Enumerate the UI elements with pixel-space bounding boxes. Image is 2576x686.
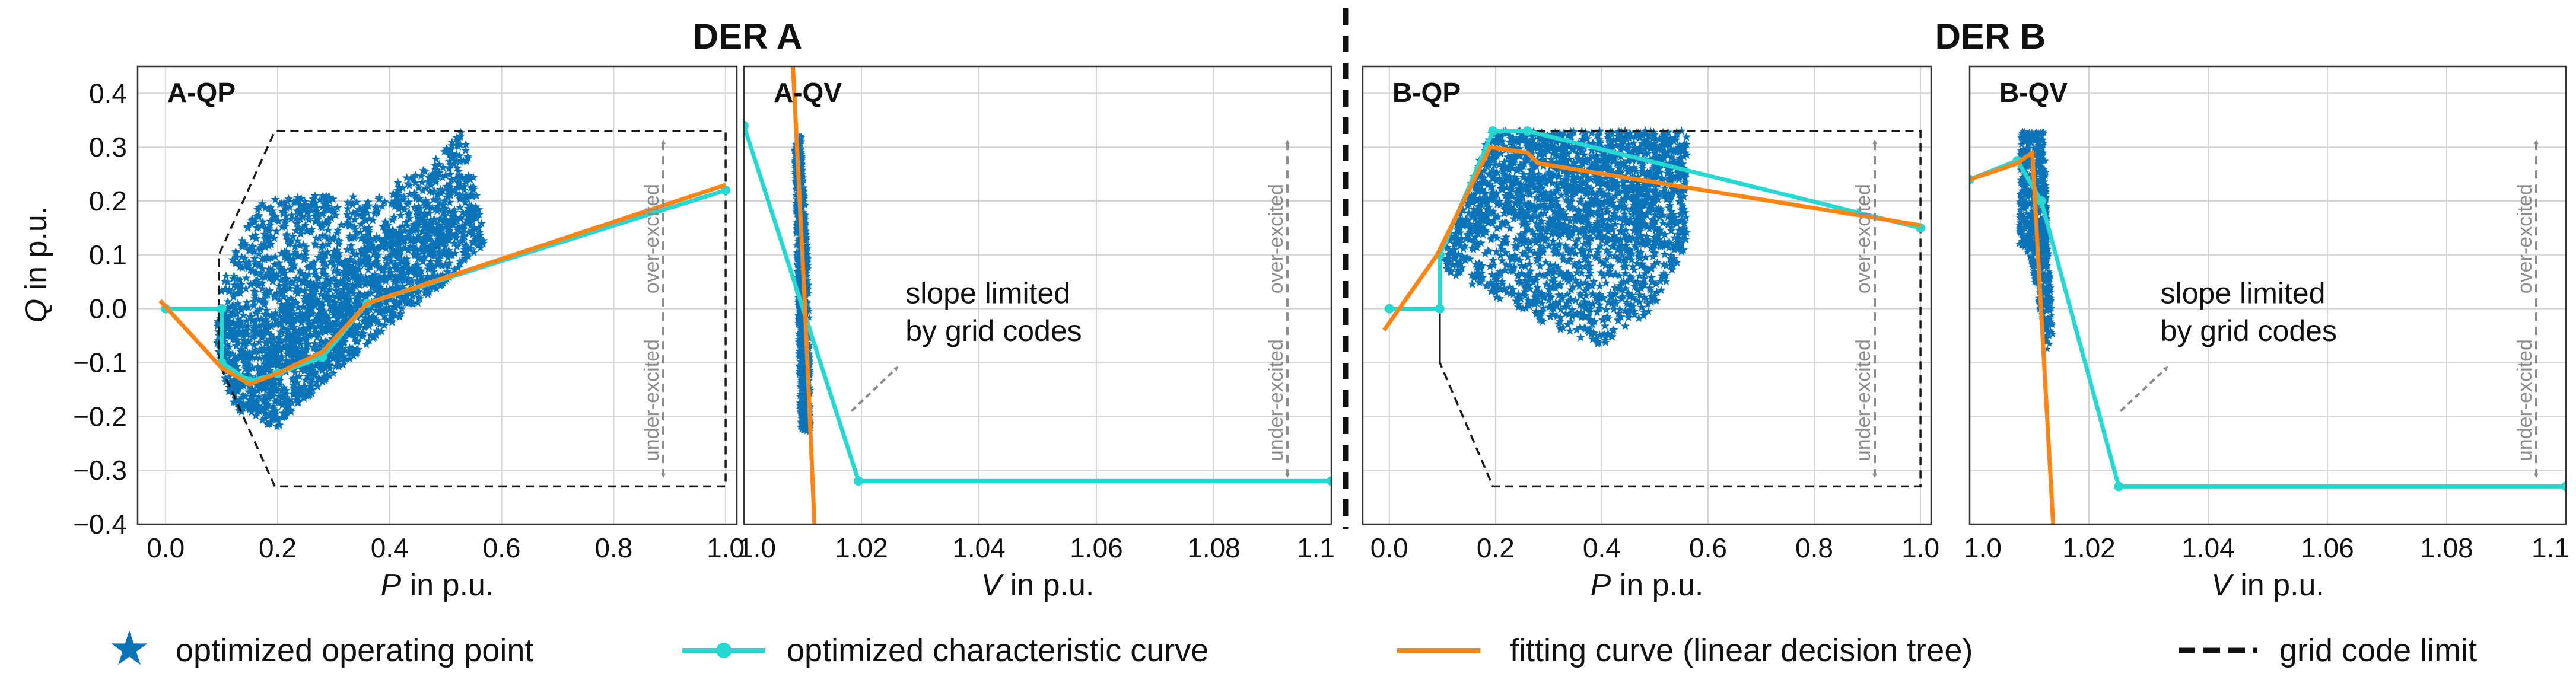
over-excited-label: over-excited: [1265, 184, 1287, 293]
x-tick-label: 1.0: [1901, 532, 1939, 563]
legend-curve-label: optimized characteristic curve: [787, 633, 1209, 668]
fitting-curve: [1382, 145, 1921, 332]
der-a-title: DER A: [693, 17, 802, 56]
scatter-operating-points: [212, 127, 488, 431]
axes-frame: [743, 65, 1332, 525]
y-tick-label: −0.4: [73, 509, 127, 540]
x-tick-label: 1.04: [2181, 532, 2235, 563]
x-tick-label: 0.0: [147, 532, 185, 563]
x-axis-title: P in p.u.: [381, 568, 494, 602]
x-tick-label: 1.08: [2420, 532, 2473, 563]
x-tick-label: 1.1: [2532, 532, 2569, 563]
panel-a-qp: over-excited under-excited A-QP 0.4 0.3 0.2 0.…: [73, 65, 745, 602]
fitting-curve: [791, 66, 817, 524]
over-excited-label: over-excited: [2514, 184, 2536, 293]
characteristic-curve-point: [854, 476, 864, 486]
plot-area: [1970, 127, 2566, 524]
y-tick-label: 0.3: [89, 132, 127, 162]
y-axis-title: Q in p.u.: [19, 206, 53, 323]
der-b-title: DER B: [1935, 17, 2046, 56]
slope-annotation-arrow: [850, 366, 899, 412]
y-tick-label: 0.2: [89, 186, 127, 216]
scatter-operating-points: [1438, 126, 1691, 348]
x-tick-label: 1.06: [1070, 532, 1123, 563]
legend-scatter-marker: ★: [108, 622, 151, 675]
x-tick-label: 1.0: [1964, 532, 2002, 563]
characteristic-curve-point: [2036, 196, 2046, 206]
legend-limit-label: grid code limit: [2279, 633, 2477, 668]
plot-area: [1382, 126, 1926, 488]
characteristic-curve-point: [1384, 304, 1394, 314]
panel-a-qv: over-excited under-excited slope limited by…: [738, 65, 1335, 602]
legend-scatter-label: optimized operating point: [176, 633, 533, 668]
axes-frame: [1362, 65, 1932, 525]
x-axis-title: V in p.u.: [981, 568, 1095, 602]
legend-fit-label: fitting curve (linear decision tree): [1510, 633, 1973, 668]
plot-area: [158, 127, 731, 488]
x-tick-label: 1.0: [738, 532, 776, 563]
x-tick-label: 0.0: [1370, 532, 1408, 563]
x-tick-label: 1.0: [707, 532, 745, 563]
legend: ★ optimized operating point optimized ch…: [108, 622, 2477, 675]
characteristic-curve-point: [1435, 304, 1445, 314]
over-excited-label: over-excited: [1852, 184, 1875, 293]
x-tick-label: 0.4: [371, 532, 409, 563]
x-tick-label: 1.02: [835, 532, 888, 563]
x-tick-label: 0.2: [1477, 532, 1515, 563]
x-tick-label: 0.8: [594, 532, 632, 563]
y-tick-label: 0.1: [89, 240, 127, 270]
characteristic-curve-point: [1522, 126, 1532, 136]
grid-code-limit: [218, 130, 727, 488]
x-axis-title: P in p.u.: [1591, 568, 1704, 602]
x-tick-label: 0.2: [259, 532, 297, 563]
x-tick-label: 1.04: [952, 532, 1006, 563]
panel-label: B-QV: [1999, 77, 2068, 108]
characteristic-curve-point: [721, 185, 731, 195]
x-tick-label: 1.08: [1187, 532, 1241, 563]
over-excited-label: over-excited: [641, 184, 663, 293]
y-tick-label: −0.2: [73, 401, 127, 432]
y-tick-label: 0.0: [89, 293, 127, 324]
x-tick-label: 1.1: [1297, 532, 1335, 563]
axes-frame: [1968, 65, 2567, 525]
under-excited-label: under-excited: [2514, 339, 2536, 461]
y-tick-label: −0.3: [73, 455, 127, 486]
axes-frame: [136, 65, 738, 525]
y-tick-label: −0.1: [73, 347, 127, 378]
panel-label: A-QV: [774, 77, 842, 108]
x-axis-title: V in p.u.: [2211, 568, 2324, 602]
panel-label: A-QP: [167, 77, 236, 108]
slope-annotation-line1: slope limited: [2161, 277, 2326, 310]
under-excited-label: under-excited: [1265, 339, 1287, 461]
legend-curve-marker: [716, 643, 732, 658]
characteristic-curve-point: [1327, 476, 1331, 486]
under-excited-label: under-excited: [1852, 339, 1875, 461]
x-tick-label: 0.4: [1583, 532, 1621, 563]
slope-annotation-line2: by grid codes: [2161, 314, 2337, 347]
x-tick-label: 1.02: [2062, 532, 2116, 563]
x-tick-label: 0.6: [483, 532, 521, 563]
slope-annotation-line1: slope limited: [905, 277, 1070, 310]
x-tick-label: 0.8: [1795, 532, 1833, 563]
panel-b-qv: over-excited under-excited slope limited by…: [1964, 65, 2569, 602]
plot-area: [744, 66, 1331, 524]
x-tick-label: 1.06: [2301, 532, 2354, 563]
characteristic-curve-point: [217, 304, 227, 314]
characteristic-curve-point: [2114, 481, 2124, 492]
characteristic-curve-point: [1488, 126, 1498, 136]
characteristic-curve-point: [744, 120, 749, 130]
y-tick-label: 0.4: [89, 78, 127, 109]
characteristic-curve-point: [2561, 481, 2566, 492]
panel-b-qp: over-excited under-excited B-QP 0.0 0.2 0.4 0.…: [1362, 65, 1939, 602]
slope-annotation-line2: by grid codes: [905, 314, 1082, 347]
panel-label: B-QP: [1392, 77, 1461, 108]
under-excited-label: under-excited: [641, 339, 663, 461]
slope-annotation-arrow: [2119, 366, 2168, 412]
x-tick-label: 0.6: [1689, 532, 1727, 563]
fitting-curve: [158, 183, 727, 387]
fitting-curve: [1970, 150, 2056, 524]
